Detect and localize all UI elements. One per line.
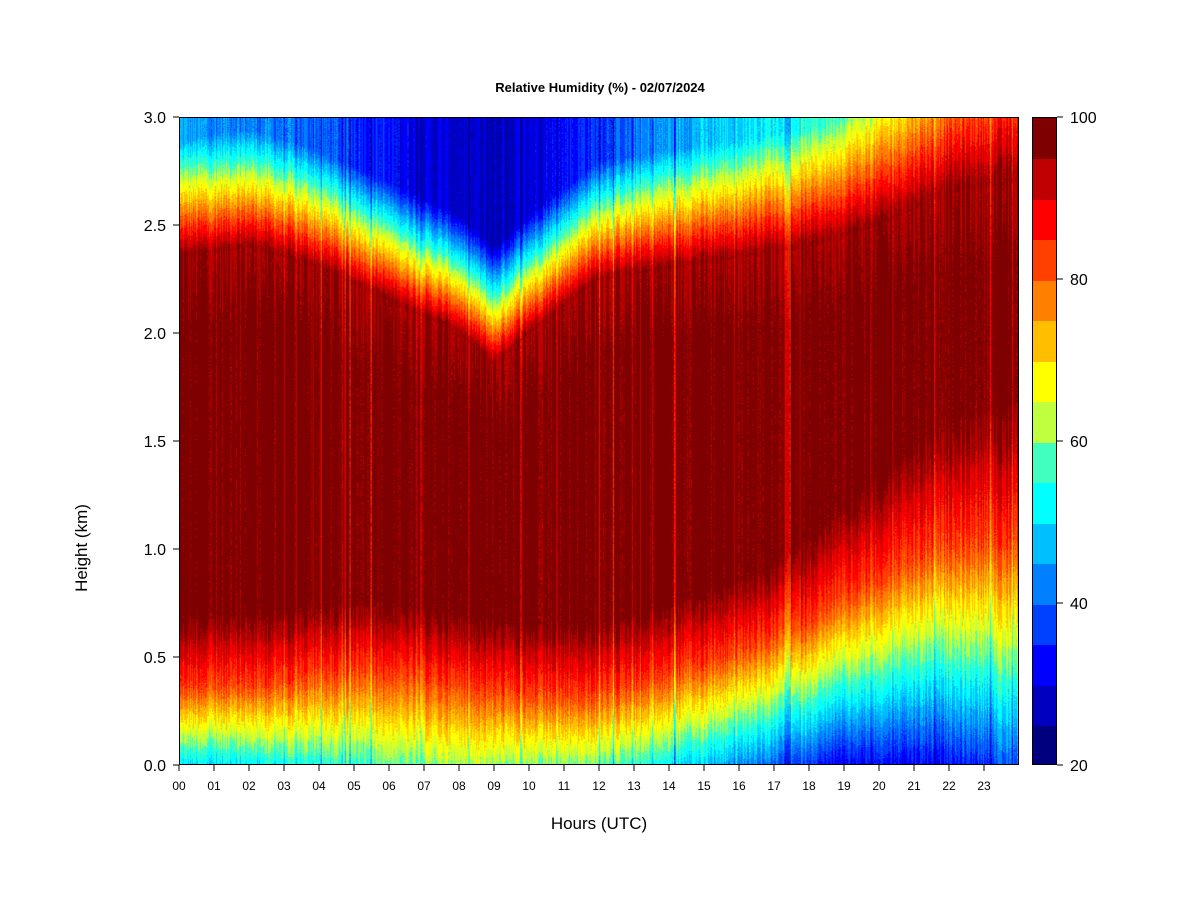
x-tick-label: 01 (207, 779, 221, 793)
colorbar-tick-label: 100 (1070, 110, 1097, 127)
colorbar-segment (1033, 401, 1056, 443)
y-tick-label: 1.0 (144, 542, 166, 559)
humidity-heatmap (180, 118, 1018, 764)
y-tick-label: 3.0 (144, 110, 166, 127)
colorbar (1032, 117, 1057, 765)
x-tick-label: 12 (592, 779, 606, 793)
y-tick-label: 0.5 (144, 650, 166, 667)
x-tick-label: 15 (697, 779, 711, 793)
colorbar-segment (1033, 118, 1056, 160)
colorbar-segment (1033, 725, 1056, 764)
colorbar-segment (1033, 563, 1056, 605)
colorbar-tick-label: 60 (1070, 434, 1088, 451)
colorbar-segment (1033, 604, 1056, 646)
colorbar-segment (1033, 442, 1056, 484)
x-tick-label: 04 (312, 779, 326, 793)
x-tick-label: 16 (732, 779, 746, 793)
x-tick-label: 18 (802, 779, 816, 793)
y-axis-ticks: 0.0 0.5 1.0 1.5 2.0 2.5 3.0 (144, 110, 179, 775)
colorbar-tick-label: 40 (1070, 596, 1088, 613)
colorbar-ticks: 20 40 60 80 100 (1057, 110, 1097, 775)
x-tick-label: 03 (277, 779, 291, 793)
x-tick-label: 09 (487, 779, 501, 793)
colorbar-segment (1033, 199, 1056, 241)
x-tick-label: 13 (627, 779, 641, 793)
chart-title: Relative Humidity (%) - 02/07/2024 (495, 80, 705, 95)
x-tick-label: 22 (942, 779, 956, 793)
colorbar-segment (1033, 158, 1056, 200)
y-tick-label: 1.5 (144, 434, 166, 451)
x-tick-label: 10 (522, 779, 536, 793)
colorbar-segment (1033, 320, 1056, 362)
colorbar-tick-label: 20 (1070, 758, 1088, 775)
colorbar-segment (1033, 361, 1056, 403)
y-tick-label: 0.0 (144, 758, 166, 775)
y-tick-label: 2.0 (144, 326, 166, 343)
y-tick-label: 2.5 (144, 218, 166, 235)
x-axis-label: Hours (UTC) (550, 814, 648, 833)
x-tick-label: 08 (452, 779, 466, 793)
colorbar-segment (1033, 685, 1056, 727)
x-tick-label: 17 (767, 779, 781, 793)
x-tick-label: 07 (417, 779, 431, 793)
heatmap-plot-area (179, 117, 1019, 765)
colorbar-segment (1033, 523, 1056, 565)
x-tick-label: 14 (662, 779, 676, 793)
x-tick-label: 19 (837, 779, 851, 793)
x-tick-label: 02 (242, 779, 256, 793)
colorbar-segment (1033, 482, 1056, 524)
y-axis-label: Height (km) (72, 504, 91, 592)
colorbar-tick-label: 80 (1070, 272, 1088, 289)
x-tick-label: 20 (872, 779, 886, 793)
colorbar-segment (1033, 644, 1056, 686)
colorbar-segment (1033, 280, 1056, 322)
x-tick-label: 00 (172, 779, 186, 793)
x-tick-label: 06 (382, 779, 396, 793)
x-axis-ticks: 00 01 02 03 04 05 06 07 08 09 10 11 12 13 14 15 16 17 18 19… (172, 765, 991, 793)
x-tick-label: 05 (347, 779, 361, 793)
x-tick-label: 11 (558, 779, 571, 793)
x-tick-label: 23 (977, 779, 991, 793)
x-tick-label: 21 (907, 779, 921, 793)
colorbar-segment (1033, 239, 1056, 281)
